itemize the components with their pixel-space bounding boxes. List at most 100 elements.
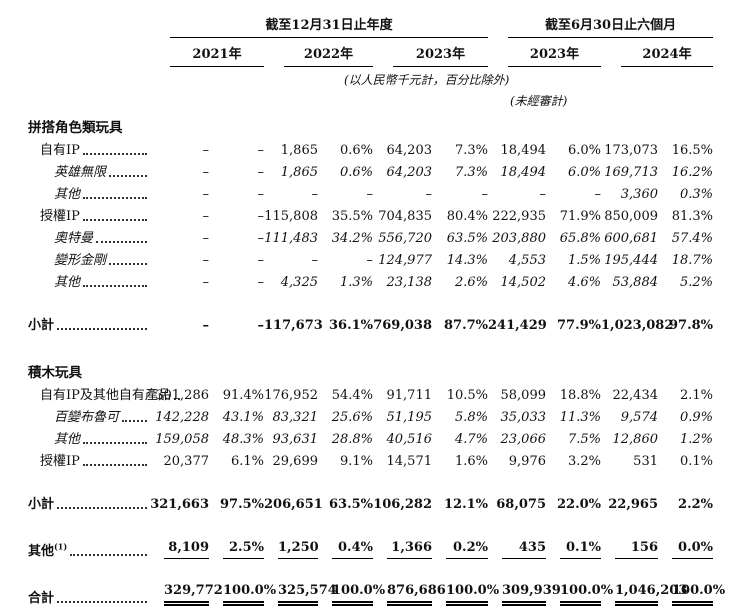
cell-value: 100.0% [223,583,276,606]
unaudited-note: (未經審計) [510,94,568,108]
value-cell: 156 [601,533,658,559]
cell-value: 48.3% [222,432,264,447]
table-row: 其他(1) 8,109 2.5% 1,250 0.4% 1,366 0.2% 435 0.1% 1… [28,533,714,559]
value-cell: 124,977 [373,246,432,268]
value-cell: 0.1% [658,447,713,469]
dot-leader [83,442,147,444]
value-cell: – [209,136,265,158]
table-row: 奧特曼 – –111,483 34.2% 556,720 63.5% 203,880 65.8… [28,224,713,246]
cell-value: 87.7% [443,318,488,333]
value-cell: 14,571 [373,447,433,469]
cell-value: 1,046,203 [615,583,687,606]
row-label: 小計 [28,497,55,512]
value-cell: 63.5% [318,490,373,512]
cell-value: 1,865 [280,143,318,158]
cell-value: 29,699 [272,454,319,469]
cell-value: 4.7% [454,432,488,447]
value-cell: – [318,180,374,202]
value-cell: 18.7% [658,246,713,268]
table-row: 授權IP 20,377 6.1% 29,699 9.1% 14,571 1.6% 9,976 3… [28,447,713,469]
cell-value: – [257,318,265,333]
cell-value: 23,138 [386,275,433,290]
cell-value: 176,952 [264,388,318,403]
value-cell: 58,099 [488,381,547,403]
cell-value: 0.0% [672,540,714,559]
cell-value: 2.5% [223,540,264,559]
cell-value: 65.8% [559,231,601,246]
value-cell: 850,009 [601,202,658,224]
cell-value: 206,651 [264,497,323,512]
table-row: 其他 159,058 48.3% 93,631 28.8% 40,516 4.7% 23,06… [28,425,713,447]
value-cell: 106,282 [373,490,432,512]
section-header-row: 積木玩具 [28,354,713,381]
value-cell: 20,377 [150,447,210,469]
value-cell: 3,360 [601,180,658,202]
value-cell: 5.8% [432,403,488,425]
cell-value: 0.3% [679,187,714,202]
cell-value: – [202,143,210,158]
value-cell: 9.1% [318,447,373,469]
value-cell: 23,066 [488,425,547,447]
value-cell: 4,325 [264,268,318,290]
dot-leader [82,153,147,155]
cell-value: – [311,187,319,202]
cell-value: 7.5% [567,432,601,447]
cell-value: 83,321 [272,410,319,425]
value-cell: 57.4% [658,224,713,246]
cell-value: 100.0% [332,583,385,606]
value-cell: 77.9% [546,311,601,333]
value-cell: 2.5% [209,533,264,559]
table-row: 其他 – – – – – – – – 3,360 0.3% [28,180,713,202]
cell-value: 1,865 [280,165,318,180]
value-cell: 6.0% [546,136,601,158]
value-cell: 97.8% [658,311,713,333]
cell-value: 0.2% [446,540,488,559]
row-label: 英雄無限 [54,165,107,180]
value-cell: 64,203 [373,136,433,158]
cell-value: 1.2% [679,432,714,447]
value-cell: 169,713 [601,158,658,180]
row-label: 變形金剛 [54,253,107,268]
table-row: 百變布魯可 142,228 43.1% 83,321 25.6% 51,195 5.8% 35… [28,403,713,425]
value-cell: 25.6% [318,403,373,425]
value-cell: – [318,246,374,268]
cell-value: 203,880 [492,231,546,246]
value-cell: 704,835 [373,202,432,224]
dot-leader [57,328,147,330]
value-cell: 3.2% [546,447,601,469]
value-cell: 28.8% [318,425,373,447]
value-cell: 2.2% [658,490,713,512]
year-header-2023-interim: 2023年 [508,38,601,67]
value-cell: 1,250 [264,533,319,559]
cell-value: 7.3% [454,165,488,180]
value-cell: 321,663 [150,490,209,512]
cell-value: 34.2% [331,231,373,246]
cell-value: 6.0% [567,165,601,180]
dot-leader [82,464,147,466]
table-body: 拼搭角色類玩具 自有IP – –1,865 0.6% 64,203 7.3% 18,494 6.… [28,109,725,606]
section-header-row: 拼搭角色類玩具 [28,109,713,136]
cell-value: – [257,253,265,268]
cell-value: 1.6% [454,454,488,469]
year-header-2023: 2023年 [393,38,488,67]
value-cell: 12,860 [601,425,659,447]
value-cell: 222,935 [488,202,546,224]
value-cell: 531 [601,447,658,469]
cell-value: 5.8% [454,410,488,425]
value-cell: 7.5% [546,425,601,447]
table-row: 其他 – –4,325 1.3% 23,138 2.6% 14,502 4.6% 53,884 5… [28,268,713,290]
dot-leader [82,219,147,221]
table-row: 小計 – –117,673 36.1% 769,038 87.7% 241,429 77.9%… [28,311,713,333]
row-label: 其他 [54,187,81,202]
cell-value: 0.1% [679,454,714,469]
value-cell: 100.0% [658,580,725,606]
value-cell: – [150,311,210,333]
value-cell: – [209,224,265,246]
cell-value: 241,429 [488,318,547,333]
cell-value: 0.6% [339,143,373,158]
value-cell: 22,965 [601,490,658,512]
cell-value: 91,711 [386,388,433,403]
cell-value: 18.8% [559,388,601,403]
row-label: 其他(1) [28,541,68,559]
value-cell: 93,631 [264,425,319,447]
